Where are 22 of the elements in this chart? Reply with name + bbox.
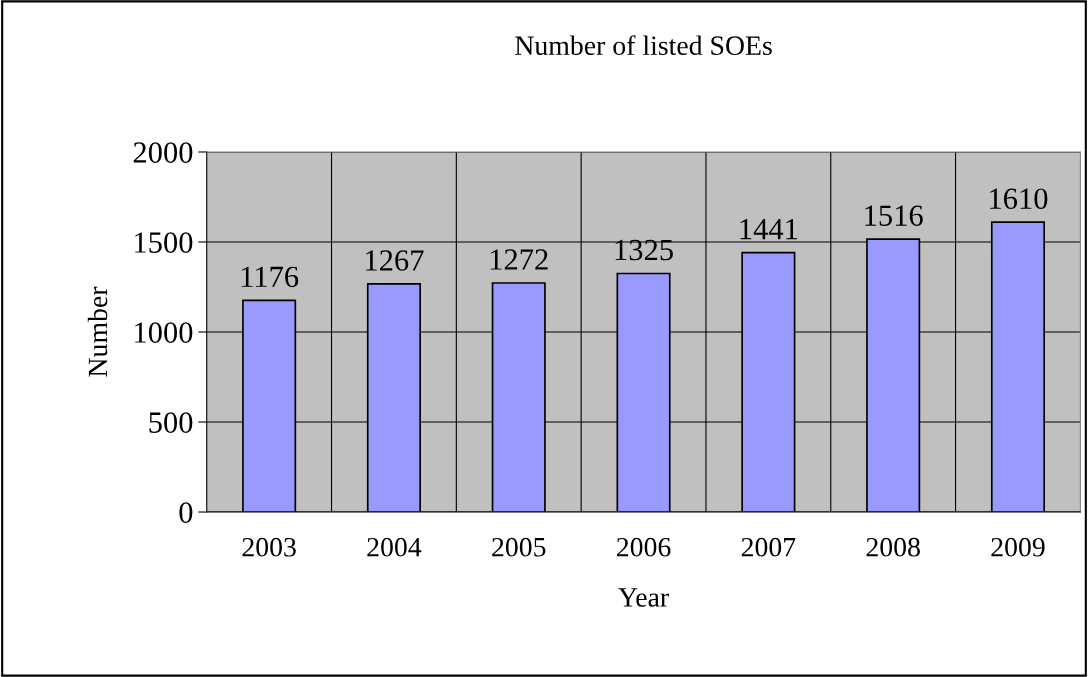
data-label: 1272 <box>490 249 548 270</box>
y-tick-label: 500 <box>149 412 193 433</box>
x-tick-label: 2009 <box>991 537 1045 557</box>
y-tick-label: 1000 <box>135 322 193 343</box>
y-tick-label: 0 <box>179 502 193 523</box>
x-tick-label: 2003 <box>242 537 296 557</box>
x-tick-label: 2007 <box>741 537 796 557</box>
x-tick-label: 2005 <box>492 537 546 557</box>
y-tick-label: 1500 <box>135 232 193 253</box>
data-label: 1267 <box>366 250 424 271</box>
data-label: 1516 <box>865 205 923 226</box>
data-label: 1176 <box>241 266 299 288</box>
data-label: 1325 <box>615 239 673 261</box>
x-tick-label: 2004 <box>367 537 422 557</box>
y-tick-label: 2000 <box>133 142 193 163</box>
chart-title: Number of listed SOEs <box>515 35 772 56</box>
data-label: 1610 <box>990 188 1048 210</box>
y-axis-title: Number <box>87 286 108 377</box>
x-tick-label: 2008 <box>866 537 920 557</box>
x-tick-label: 2006 <box>616 537 671 557</box>
x-axis-title: Year <box>618 588 669 607</box>
data-label: 1441 <box>740 218 798 240</box>
